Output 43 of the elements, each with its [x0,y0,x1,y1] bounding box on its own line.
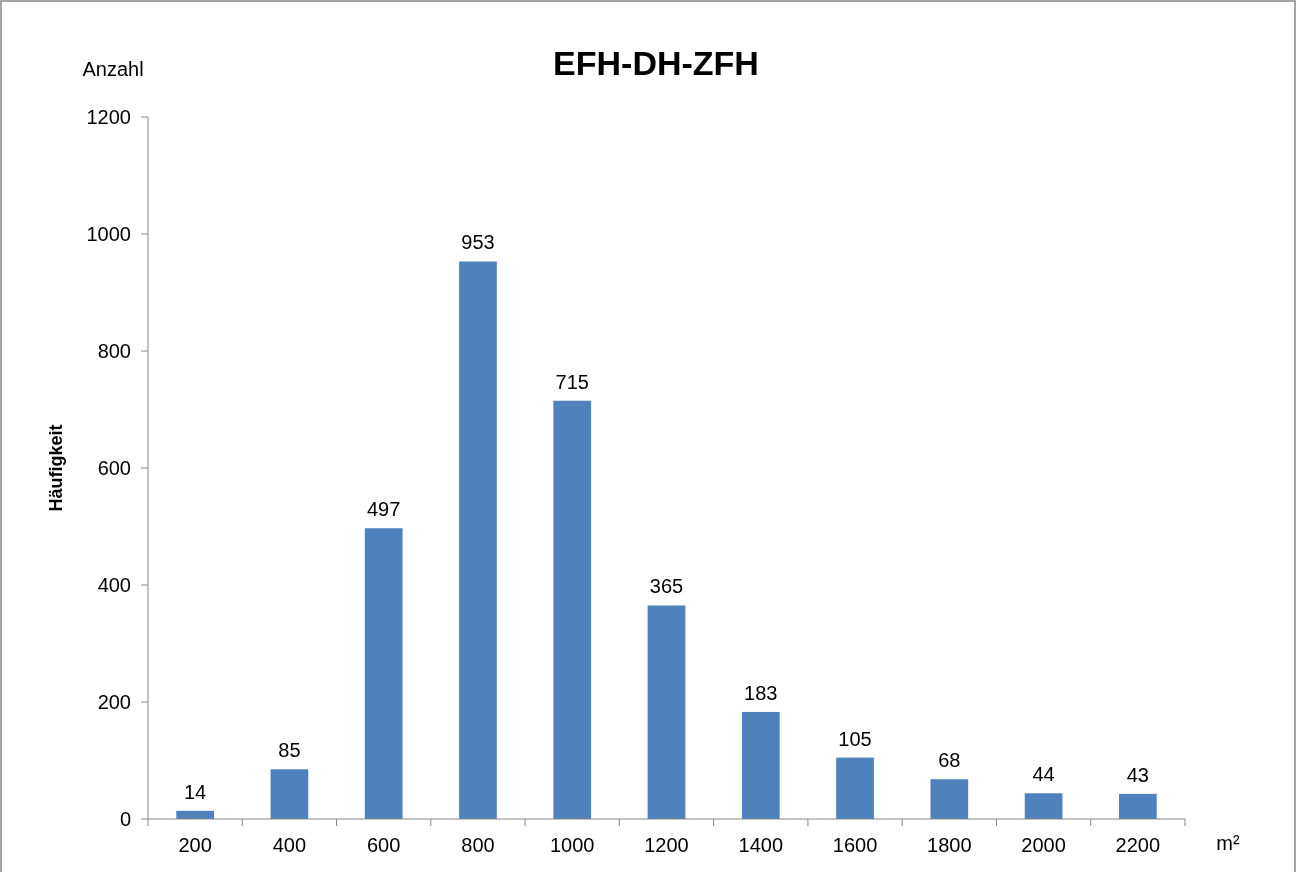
x-tick-label: 400 [272,834,307,856]
y-axis-title: Häufigkeit [46,424,66,512]
bar [270,769,309,819]
bar [647,605,686,819]
data-label: 183 [744,681,778,704]
bar [1024,793,1063,819]
bar [836,757,874,819]
data-label: 68 [938,749,961,772]
y-tick-label: 0 [119,808,131,830]
chart-title: EFH-DH-ZFH [553,44,759,82]
data-label: 44 [1032,763,1055,786]
x-tick-label: 1400 [738,834,784,856]
data-label: 43 [1126,763,1149,786]
x-tick-label: 1800 [927,834,972,856]
x-tick-label: 200 [178,834,212,856]
data-label: 953 [461,231,495,254]
data-label: 497 [366,498,401,521]
bar [1119,793,1157,819]
x-tick-label: 1000 [549,834,595,856]
x-tick-label: 800 [461,834,495,856]
y-tick-label: 800 [97,340,131,362]
bar [459,261,497,819]
y-tick-label: 400 [97,574,131,596]
bar [364,528,403,819]
data-label: 715 [555,370,589,393]
bar [553,400,592,819]
data-label: 365 [649,575,684,598]
y-tick-label: 1000 [86,223,131,245]
x-tick-label: 2200 [1115,834,1161,856]
data-label: 105 [838,727,872,750]
x-tick-label: 600 [366,834,401,856]
bar [741,711,780,819]
data-label: 14 [184,780,207,803]
x-tick-label: 2000 [1021,834,1066,856]
x-axis-title: m² [1216,832,1240,854]
data-label: 85 [278,739,301,762]
bar [930,779,969,819]
y-tick-label: 600 [97,457,131,479]
y-tick-label: 200 [97,691,131,713]
text: Anzahl [82,58,144,80]
y-tick-label: 1200 [86,106,131,128]
x-tick-label: 1200 [644,834,689,856]
x-tick-label: 1600 [832,834,878,856]
